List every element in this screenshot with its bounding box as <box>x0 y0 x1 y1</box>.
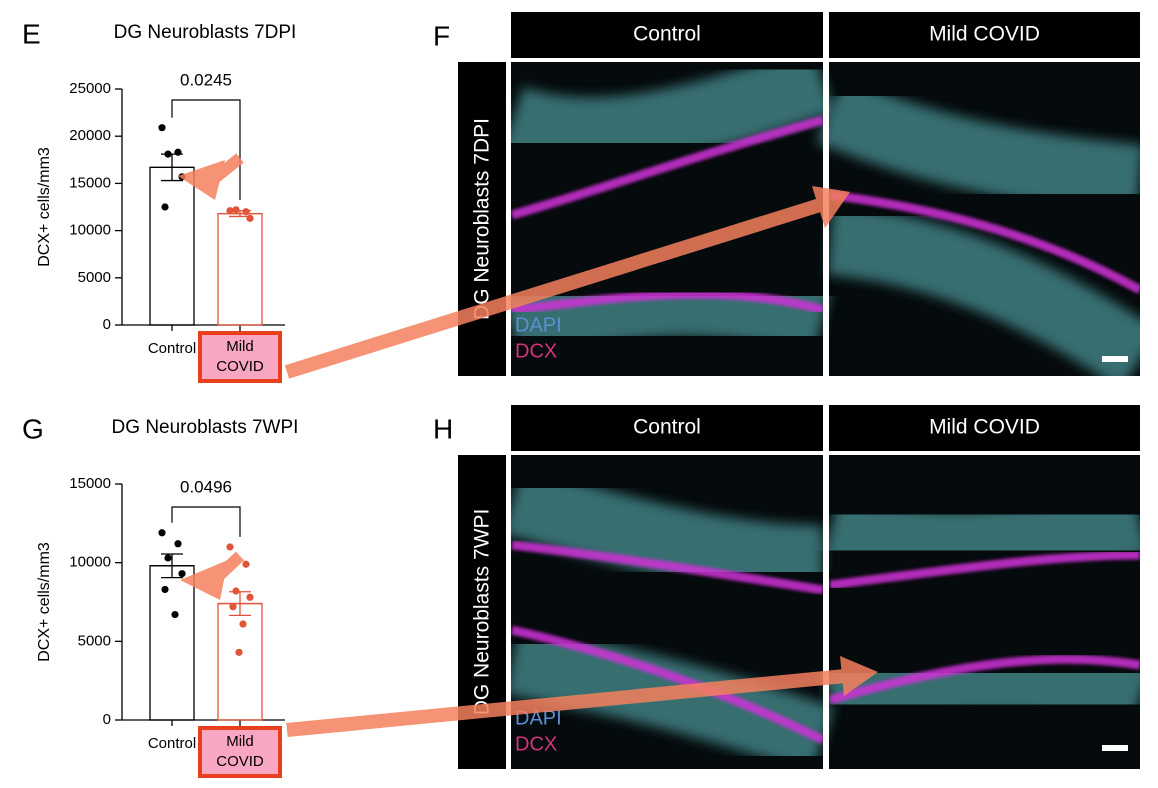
channel-label: DAPI <box>515 314 562 336</box>
data-point <box>161 203 169 211</box>
dcx-band <box>511 540 824 595</box>
y-tick-label: 5000 <box>78 632 111 649</box>
bar <box>217 212 263 326</box>
x-tick-label: Mild COVID <box>198 726 282 778</box>
y-tick-label: 0 <box>103 711 111 728</box>
dcx-band <box>511 289 825 315</box>
panel-label: G <box>22 413 44 444</box>
data-point <box>158 529 166 537</box>
dcx-band <box>511 115 825 220</box>
y-tick-label: 15000 <box>69 475 111 492</box>
y-tick-label: 0 <box>103 316 111 333</box>
arrows <box>178 153 878 737</box>
data-point <box>246 593 254 601</box>
bar <box>149 565 195 721</box>
scale-bar <box>1102 356 1128 362</box>
data-point <box>161 585 169 594</box>
x-tick-label: Control <box>147 735 197 752</box>
dcx-band <box>828 654 1140 705</box>
data-point <box>174 148 182 156</box>
data-point <box>239 620 247 628</box>
panel-label: F <box>433 20 450 51</box>
y-tick-label: 20000 <box>69 127 111 144</box>
dcx-band <box>511 625 825 745</box>
data-point <box>246 214 254 222</box>
channel-label: DCX <box>515 733 557 755</box>
column-header-label: Mild COVID <box>929 416 1040 439</box>
data-point <box>232 587 240 595</box>
panel-label: H <box>433 413 453 444</box>
significance-bracket <box>171 99 241 200</box>
data-point <box>242 560 250 568</box>
data-point <box>226 207 234 215</box>
column-header <box>829 405 1140 451</box>
column-header-label: Control <box>633 416 701 439</box>
data-point <box>235 648 243 656</box>
y-tick-label: 10000 <box>69 554 111 571</box>
dapi-band <box>511 266 832 364</box>
column-header <box>511 12 823 58</box>
data-point <box>226 543 234 551</box>
x-tick-label: Mild COVID <box>198 331 282 383</box>
data-point <box>164 150 172 158</box>
bar <box>149 166 195 326</box>
row-label-strip <box>458 62 506 376</box>
column-header-label: Control <box>633 23 701 46</box>
data-point <box>164 554 172 562</box>
dapi-band <box>826 205 1140 376</box>
p-value: 0.0496 <box>180 477 232 496</box>
data-point <box>229 603 237 611</box>
data-point <box>174 540 182 548</box>
column-header-label: Mild COVID <box>929 23 1040 46</box>
bar <box>217 602 263 721</box>
column-header <box>829 12 1140 58</box>
error-bar <box>150 553 194 579</box>
dapi-band <box>816 77 1140 215</box>
p-value: 0.0245 <box>180 70 232 89</box>
row-label: DG Neuroblasts 7WPI <box>471 509 494 716</box>
dcx-band <box>829 550 1140 590</box>
row-label: DG Neuroblasts 7DPI <box>471 118 494 320</box>
y-tick-label: 15000 <box>69 174 111 191</box>
x-tick-label: Control <box>147 340 197 357</box>
y-tick-label: 10000 <box>69 222 111 239</box>
y-axis-label: DCX+ cells/mm3 <box>36 542 53 662</box>
error-bar <box>218 591 262 617</box>
dapi-band <box>511 466 824 595</box>
data-point <box>178 570 186 578</box>
panel-label: E <box>22 18 41 49</box>
data-point <box>242 208 250 216</box>
channel-label: DCX <box>515 340 557 362</box>
y-tick-label: 5000 <box>78 269 111 286</box>
data-point <box>158 124 166 132</box>
dcx-band <box>829 190 1140 294</box>
scale-bar <box>1102 745 1128 751</box>
y-tick-label: 25000 <box>69 80 111 97</box>
data-point <box>232 206 240 214</box>
dapi-band <box>511 62 834 168</box>
chart-title: DG Neuroblasts 7WPI <box>112 417 299 438</box>
error-bar <box>218 210 262 218</box>
micrograph-content <box>511 62 1140 376</box>
column-header <box>511 405 823 451</box>
dapi-band <box>821 485 1140 581</box>
chart-title: DG Neuroblasts 7DPI <box>114 22 297 43</box>
significance-bracket <box>171 506 241 537</box>
data-point <box>171 610 179 619</box>
y-axis-label: DCX+ cells/mm3 <box>36 147 53 267</box>
